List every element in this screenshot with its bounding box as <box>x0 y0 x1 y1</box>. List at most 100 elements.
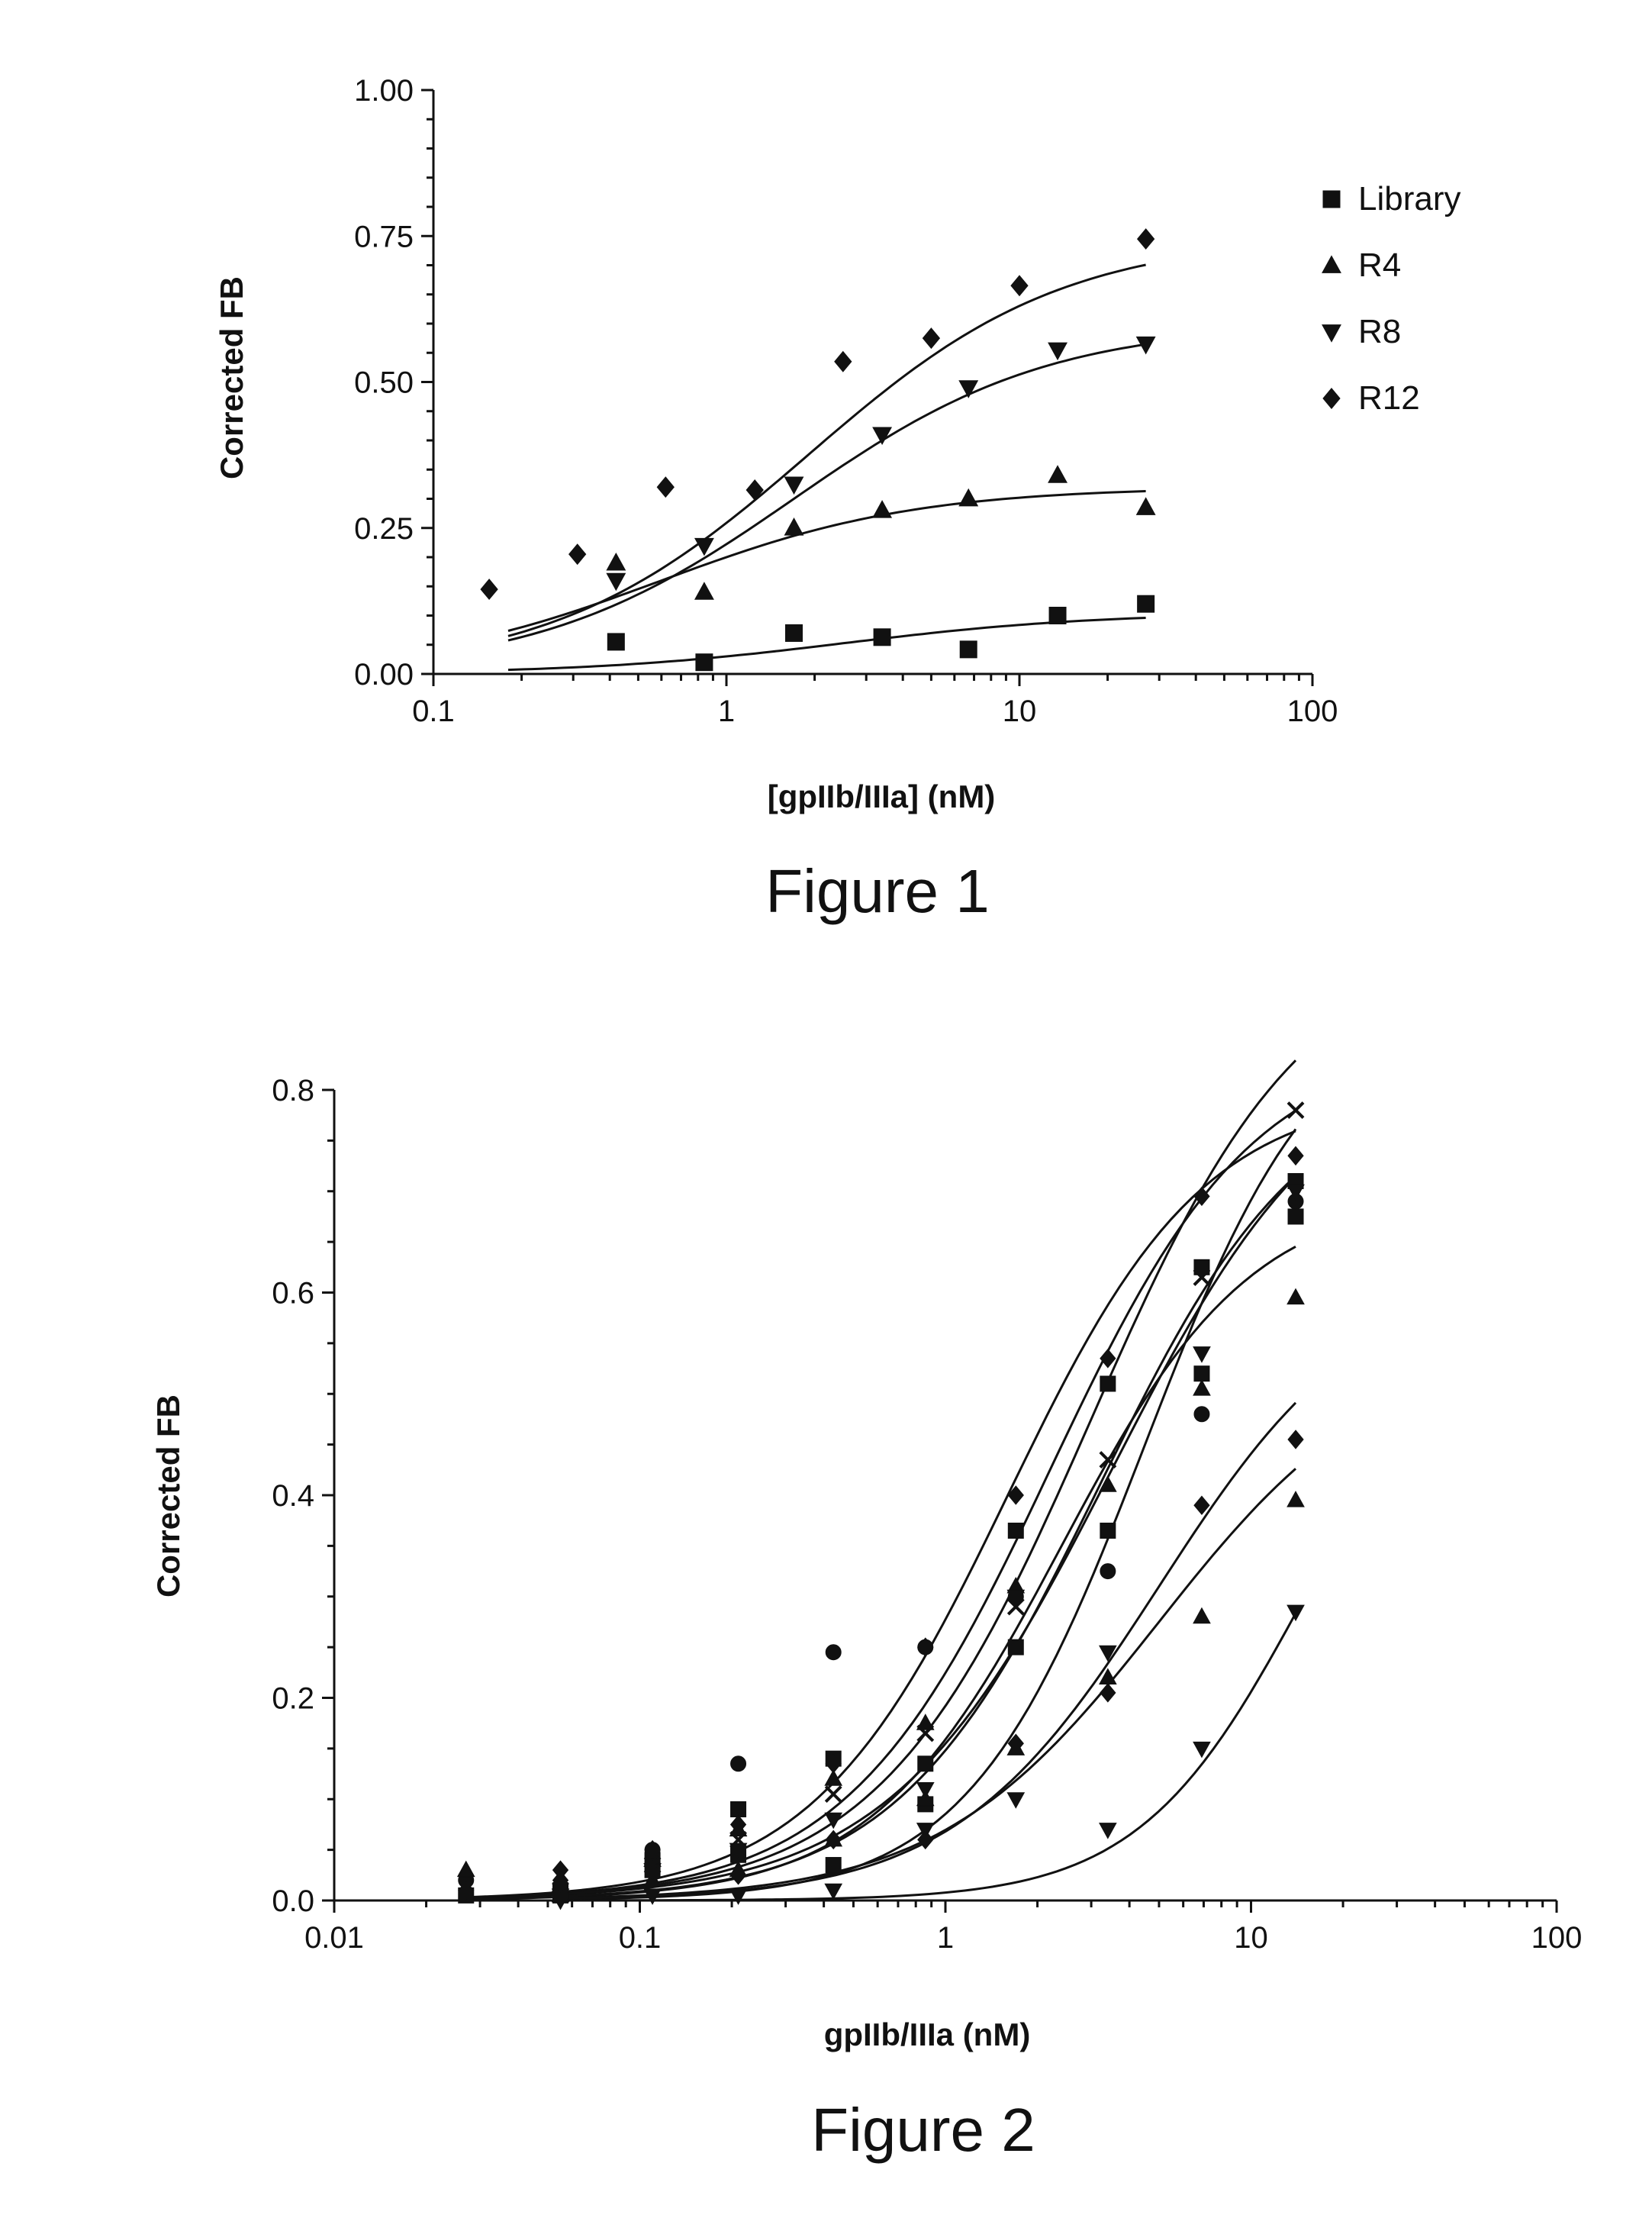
legend-marker <box>1322 256 1341 272</box>
data-point <box>826 1787 841 1802</box>
y-tick-label: 0.75 <box>354 220 414 253</box>
data-point <box>1100 1564 1116 1579</box>
data-point <box>695 538 713 555</box>
data-point <box>746 480 763 500</box>
figure-2-x-axis-label: gpIIb/IIIa (nM) <box>824 2017 1031 2052</box>
data-point <box>923 328 939 348</box>
data-point <box>1193 1380 1210 1395</box>
data-point <box>1193 1608 1210 1623</box>
figure-1-legend: Library R4 R8 R12 <box>1322 180 1461 417</box>
legend-marker <box>1323 191 1340 208</box>
data-point <box>1100 1523 1116 1538</box>
data-point <box>1048 343 1067 359</box>
legend-label: R8 <box>1358 313 1401 350</box>
data-point <box>1048 466 1067 482</box>
y-tick-label: 0.25 <box>354 512 414 546</box>
data-point <box>960 641 977 658</box>
data-point <box>696 654 713 671</box>
y-tick-label: 0.2 <box>272 1682 314 1716</box>
data-point <box>1100 1376 1116 1391</box>
y-tick-label: 0.4 <box>272 1479 314 1513</box>
x-tick-label: 0.01 <box>304 1921 364 1955</box>
x-tick-label: 100 <box>1531 1921 1583 1955</box>
data-point <box>784 518 803 535</box>
data-point <box>458 1862 475 1877</box>
data-point <box>1288 1146 1303 1165</box>
y-tick-label: 0.8 <box>272 1074 314 1107</box>
legend-label: Library <box>1358 180 1461 218</box>
data-point <box>1194 1496 1209 1514</box>
y-tick-label: 0.0 <box>272 1884 314 1918</box>
legend-label: R12 <box>1358 379 1420 417</box>
fit-curve <box>508 265 1146 636</box>
data-point <box>695 582 713 599</box>
data-point <box>1049 608 1066 624</box>
data-point <box>917 1782 934 1797</box>
figure-1-x-axis-label: [gpIIb/IIIa] (nM) <box>768 779 996 814</box>
data-point <box>1288 1103 1303 1118</box>
data-point <box>1008 1523 1023 1538</box>
y-tick-label: 0.00 <box>354 658 414 692</box>
fit-curve <box>466 1176 1296 1897</box>
data-point <box>607 633 624 650</box>
figure-1-axes: 0.1 1 10 100 0.00 0.25 0.50 0.75 1.00 <box>354 74 1338 728</box>
fit-curve <box>508 618 1146 670</box>
data-point <box>1194 1366 1209 1381</box>
fit-curve <box>466 1111 1296 1897</box>
data-point <box>657 477 674 497</box>
x-tick-label: 0.1 <box>412 695 455 728</box>
data-point <box>959 489 977 506</box>
legend-marker <box>1322 325 1341 342</box>
figure-2-axes: 0.01 0.1 1 10 100 0.0 0.2 0.4 0.6 0.8 <box>272 1074 1582 1955</box>
y-tick-label: 1.00 <box>354 74 414 108</box>
legend-marker <box>1323 388 1340 408</box>
y-tick-label: 0.50 <box>354 366 414 400</box>
data-point <box>826 1645 841 1660</box>
data-point <box>874 629 890 646</box>
x-tick-label: 1 <box>937 1921 954 1955</box>
data-point <box>1193 1347 1210 1362</box>
x-tick-label: 1 <box>718 695 735 728</box>
data-point <box>959 381 977 398</box>
y-tick-label: 0.6 <box>272 1277 314 1310</box>
data-point <box>1011 276 1028 295</box>
data-point <box>1287 1491 1304 1507</box>
figure-2-fit-curves <box>466 1060 1296 1900</box>
data-point <box>918 1756 933 1771</box>
data-point <box>1288 1209 1303 1224</box>
figure-1-y-axis-label: Corrected FB <box>214 276 250 479</box>
data-point <box>1287 1605 1304 1620</box>
data-point <box>1100 1823 1116 1839</box>
data-point <box>1138 595 1154 612</box>
data-point <box>1007 1793 1024 1808</box>
figure-2-caption: Figure 2 <box>811 2096 1035 2164</box>
data-point <box>1100 1684 1116 1702</box>
data-point <box>825 1884 842 1899</box>
figure-2-y-axis-label: Corrected FB <box>150 1394 186 1597</box>
data-point <box>1138 229 1154 249</box>
x-tick-label: 0.1 <box>619 1921 662 1955</box>
data-point <box>607 553 625 570</box>
data-point <box>835 352 852 372</box>
data-point <box>1137 498 1155 514</box>
figure-1-chart: 0.1 1 10 100 0.00 0.25 0.50 0.75 1.00 Library R4 R… <box>214 74 1461 925</box>
data-point <box>1008 1639 1023 1655</box>
x-tick-label: 10 <box>1003 695 1037 728</box>
data-point <box>481 579 498 599</box>
x-tick-label: 10 <box>1234 1921 1268 1955</box>
data-point <box>1287 1289 1304 1304</box>
data-point <box>918 1638 933 1656</box>
data-point <box>873 501 891 517</box>
legend-label: R4 <box>1358 247 1401 284</box>
data-point <box>826 1858 841 1873</box>
fit-curve <box>508 344 1146 640</box>
figure-1-caption: Figure 1 <box>765 857 989 925</box>
data-point <box>1288 1430 1303 1449</box>
data-point <box>731 1802 746 1817</box>
data-point <box>1194 1407 1209 1422</box>
data-point <box>784 477 803 494</box>
data-point <box>1100 1349 1116 1368</box>
data-point <box>569 544 586 564</box>
x-tick-label: 100 <box>1287 695 1338 728</box>
data-point <box>607 573 625 590</box>
